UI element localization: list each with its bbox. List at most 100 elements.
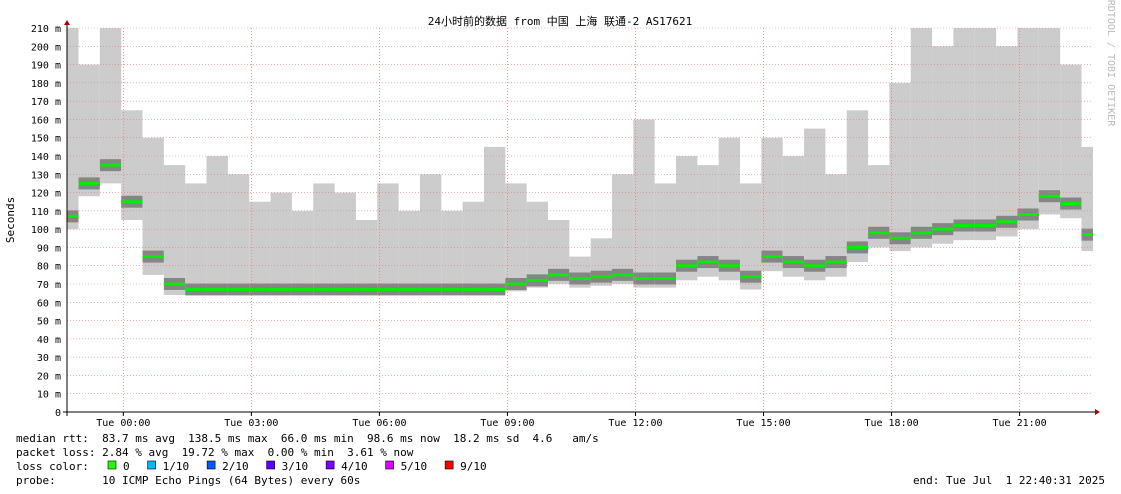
legend-swatch (147, 460, 156, 470)
median-mark (505, 282, 527, 286)
y-tick-label: 90 m (37, 243, 61, 254)
smoke-bar (441, 210, 463, 295)
median-mark (761, 255, 783, 259)
y-tick-label: 30 m (37, 353, 61, 364)
smoke-bar (291, 210, 314, 295)
x-tick-label: Tue 00:00 (96, 418, 150, 429)
median-mark (291, 287, 314, 291)
legend-label: 9/10 (460, 460, 487, 473)
smoke-bar (78, 64, 100, 197)
smoke-bar (185, 183, 207, 295)
x-tick-label: Tue 18:00 (864, 418, 918, 429)
x-tick-label: Tue 15:00 (736, 418, 790, 429)
smoke-bar (313, 183, 335, 295)
legend-swatch (444, 460, 454, 470)
median-mark (868, 231, 890, 235)
smoke-bar (505, 183, 527, 292)
y-tick-label: 140 m (31, 152, 61, 163)
smoke-bar (355, 220, 378, 295)
median-mark (569, 277, 591, 281)
legend-swatch (107, 460, 117, 470)
y-tick-label: 170 m (31, 97, 61, 108)
y-axis-label: Seconds (4, 197, 17, 243)
smoke-bar (718, 137, 741, 281)
smoke-bar (377, 183, 399, 295)
smoke-bar (654, 183, 677, 288)
median-mark (782, 260, 805, 264)
smoke-bar (889, 82, 911, 252)
smoke-bar (1038, 28, 1061, 215)
legend-swatch (385, 460, 394, 470)
median-mark (825, 260, 847, 264)
median-mark (1038, 194, 1061, 198)
median-mark (718, 264, 741, 268)
y-tick-label: 120 m (31, 189, 61, 200)
median-mark (889, 236, 911, 240)
smoke-bar (825, 174, 847, 277)
smoke-bar (633, 119, 655, 288)
smoke-bar (974, 28, 997, 241)
watermark: RRDTOOL / TOBI OETIKER (1105, 0, 1116, 127)
median-mark (462, 287, 484, 291)
loss-label: loss color: (16, 460, 89, 473)
median-mark (313, 287, 335, 291)
median-mark (355, 287, 378, 291)
x-tick-label: Tue 12:00 (608, 418, 662, 429)
median-mark (932, 227, 954, 231)
smoke-bar (163, 165, 186, 295)
y-tick-label: 150 m (31, 134, 61, 145)
median-mark (697, 260, 719, 264)
legend-label: 4/10 (341, 460, 368, 473)
legend-swatch (266, 460, 275, 470)
smoke-bar (953, 28, 975, 241)
y-tick-label: 190 m (31, 61, 61, 72)
median-mark (121, 200, 143, 204)
smoke-bar (846, 110, 869, 263)
smoke-bar (1060, 64, 1082, 219)
smoke-bar (270, 192, 292, 295)
y-tick-label: 160 m (31, 115, 61, 126)
legend-swatch (206, 460, 216, 470)
chart-title: 24小时前的数据 from 中国 上海 联通-2 AS17621 (428, 14, 692, 28)
smoke-bar (99, 28, 122, 184)
y-tick-label: 80 m (37, 262, 61, 273)
smoke-bar (462, 201, 484, 295)
median-mark (633, 277, 655, 281)
smoke-bar (547, 220, 570, 284)
median-mark (227, 287, 250, 291)
median-mark (1081, 233, 1093, 237)
y-tick-label: 210 m (31, 24, 61, 35)
median-mark (483, 287, 506, 291)
median-mark (910, 231, 933, 235)
smoke-bar (782, 156, 805, 277)
smoke-bar (334, 192, 356, 295)
smoke-bar (398, 210, 420, 295)
smoke-bar (483, 146, 506, 295)
median-mark (974, 223, 997, 227)
x-tick-label: Tue 09:00 (480, 418, 534, 429)
y-tick-label: 50 m (37, 317, 61, 328)
x-tick-label: Tue 03:00 (224, 418, 278, 429)
legend-label: 2/10 (222, 460, 249, 473)
median-mark (740, 275, 762, 279)
median-mark (590, 275, 613, 279)
end-time: end: Tue Jul 1 22:40:31 2025 (913, 474, 1105, 487)
smoke-bar (996, 46, 1018, 237)
median-mark (419, 287, 442, 291)
median-mark (1017, 213, 1039, 217)
median-mark (398, 287, 420, 291)
smoke-bar (761, 137, 783, 272)
median-mark (996, 220, 1018, 224)
y-tick-label: 20 m (37, 371, 61, 382)
median-mark (185, 287, 207, 291)
smoke-bar (249, 201, 271, 295)
legend-label: 5/10 (401, 460, 428, 473)
y-tick-label: 40 m (37, 335, 61, 346)
x-tick-label: Tue 06:00 (352, 418, 406, 429)
y-tick-label: 200 m (31, 42, 61, 53)
median-mark (206, 287, 228, 291)
arrow (64, 20, 70, 25)
y-tick-label: 0 (55, 408, 61, 419)
median-mark (953, 223, 975, 227)
